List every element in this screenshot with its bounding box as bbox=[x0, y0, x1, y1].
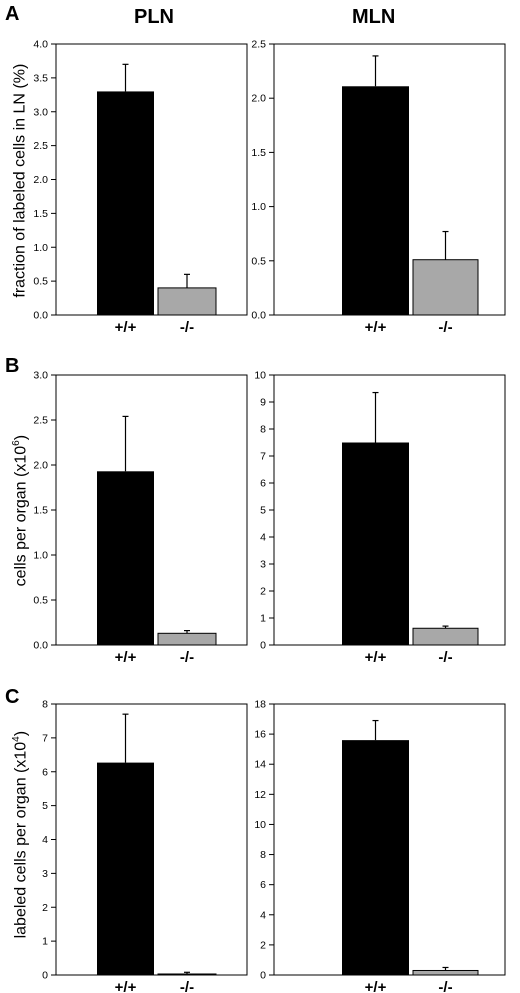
chart-3-bar-1 bbox=[97, 471, 154, 645]
chart-4-category-label-2: -/- bbox=[438, 649, 452, 666]
panel-letter-b: B bbox=[5, 355, 20, 377]
chart-2-y-tick-label: 0.5 bbox=[251, 255, 266, 267]
chart-1-y-tick-label: 1.0 bbox=[33, 242, 48, 254]
chart-6-y-tick-label: 0 bbox=[260, 970, 266, 982]
chart-5-y-tick-label: 6 bbox=[42, 766, 48, 778]
chart-4-y-tick-label: 7 bbox=[260, 451, 266, 463]
chart-4-y-tick-label: 9 bbox=[260, 397, 266, 409]
chart-2-category-label-1: +/+ bbox=[365, 319, 387, 336]
column-title-mln: MLN bbox=[352, 6, 396, 28]
chart-4-y-tick-label: 5 bbox=[260, 505, 266, 517]
chart-4-y-tick-label: 0 bbox=[260, 640, 266, 652]
chart-5-y-tick-label: 5 bbox=[42, 800, 48, 812]
chart-1-bar-2 bbox=[157, 287, 217, 316]
chart-5-y-tick-label: 1 bbox=[42, 936, 48, 948]
chart-1-category-label-1: +/+ bbox=[115, 319, 137, 336]
chart-1-y-tick-label: 3.0 bbox=[33, 106, 48, 118]
chart-5-category-label-1: +/+ bbox=[115, 979, 137, 993]
chart-2-category-label-2: -/- bbox=[438, 319, 452, 336]
chart-6-y-tick-label: 2 bbox=[260, 939, 266, 951]
chart-1-y-tick-label: 2.0 bbox=[33, 174, 48, 186]
chart-4-y-tick-label: 8 bbox=[260, 424, 266, 436]
chart-3-y-tick-label: 0.5 bbox=[33, 595, 48, 607]
chart-6-y-tick-label: 10 bbox=[254, 819, 266, 831]
chart-3-y-tick-label: 1.5 bbox=[33, 505, 48, 517]
chart-3-category-label-2: -/- bbox=[180, 649, 194, 666]
chart-1-y-tick-label: 4.0 bbox=[33, 39, 48, 51]
chart-5-bar-1 bbox=[97, 762, 154, 975]
chart-3-y-tick-label: 0.0 bbox=[33, 640, 48, 652]
chart-3-category-label-1: +/+ bbox=[115, 649, 137, 666]
chart-6-y-tick-label: 18 bbox=[254, 699, 266, 711]
chart-5-category-label-2: -/- bbox=[180, 979, 194, 993]
chart-1-y-tick-label: 0.5 bbox=[33, 276, 48, 288]
chart-2-frame bbox=[273, 43, 506, 316]
chart-1-y-tick-label: 2.5 bbox=[33, 140, 48, 152]
chart-4-y-tick-label: 2 bbox=[260, 586, 266, 598]
chart-6-category-label-1: +/+ bbox=[365, 979, 387, 993]
chart-4-y-tick-label: 10 bbox=[254, 370, 266, 382]
chart-3-frame bbox=[55, 374, 248, 646]
chart-6-bar-2 bbox=[412, 969, 479, 976]
chart-6-y-tick-label: 4 bbox=[260, 909, 266, 921]
chart-1-bar-1 bbox=[97, 91, 154, 315]
chart-3-y-tick-label: 1.0 bbox=[33, 550, 48, 562]
chart-4-y-tick-label: 6 bbox=[260, 478, 266, 490]
panel-letter-a: A bbox=[5, 3, 20, 25]
chart-2-y-tick-label: 1.5 bbox=[251, 147, 266, 159]
chart-6-y-tick-label: 12 bbox=[254, 789, 266, 801]
chart-5-frame bbox=[55, 703, 248, 976]
chart-2-y-tick-label: 0.0 bbox=[251, 310, 266, 322]
chart-3-bar-2 bbox=[157, 632, 217, 646]
chart-6-y-tick-label: 14 bbox=[254, 759, 266, 771]
chart-6-y-tick-label: 8 bbox=[260, 849, 266, 861]
chart-6-category-label-2: -/- bbox=[438, 979, 452, 993]
chart-5-y-tick-label: 7 bbox=[42, 732, 48, 744]
chart-2-y-tick-label: 2.0 bbox=[251, 93, 266, 105]
chart-5-y-tick-label: 8 bbox=[42, 699, 48, 711]
chart-5-y-tick-label: 2 bbox=[42, 902, 48, 914]
chart-5-y-tick-label: 3 bbox=[42, 868, 48, 880]
column-title-pln: PLN bbox=[134, 6, 174, 28]
chart-6-bar-1 bbox=[342, 740, 409, 975]
chart-6-y-tick-label: 6 bbox=[260, 879, 266, 891]
chart-4-bar-1 bbox=[342, 442, 409, 645]
chart-4-y-tick-label: 1 bbox=[260, 613, 266, 625]
chart-1-category-label-2: -/- bbox=[180, 319, 194, 336]
chart-3-y-tick-label: 3.0 bbox=[33, 370, 48, 382]
chart-4-category-label-1: +/+ bbox=[365, 649, 387, 666]
chart-1-frame bbox=[55, 43, 248, 316]
chart-4-y-tick-label: 3 bbox=[260, 559, 266, 571]
chart-6-frame bbox=[273, 703, 506, 976]
panel-letter-c: C bbox=[5, 686, 20, 708]
chart-3-y-tick-label: 2.0 bbox=[33, 460, 48, 472]
chart-6-y-tick-label: 16 bbox=[254, 729, 266, 741]
chart-5-y-tick-label: 0 bbox=[42, 970, 48, 982]
chart-4-bar-2 bbox=[412, 627, 479, 646]
chart-1-y-tick-label: 0.0 bbox=[33, 310, 48, 322]
chart-4-frame bbox=[273, 374, 506, 646]
chart-2-y-tick-label: 2.5 bbox=[251, 39, 266, 51]
chart-2-bar-1 bbox=[342, 86, 409, 315]
chart-2-y-tick-label: 1.0 bbox=[251, 201, 266, 213]
chart-2-bar-2 bbox=[412, 259, 479, 316]
chart-5-y-tick-label: 4 bbox=[42, 834, 48, 846]
chart-1-y-tick-label: 1.5 bbox=[33, 208, 48, 220]
chart-3-y-tick-label: 2.5 bbox=[33, 415, 48, 427]
chart-4-y-tick-label: 4 bbox=[260, 532, 266, 544]
chart-1-y-tick-label: 3.5 bbox=[33, 72, 48, 84]
